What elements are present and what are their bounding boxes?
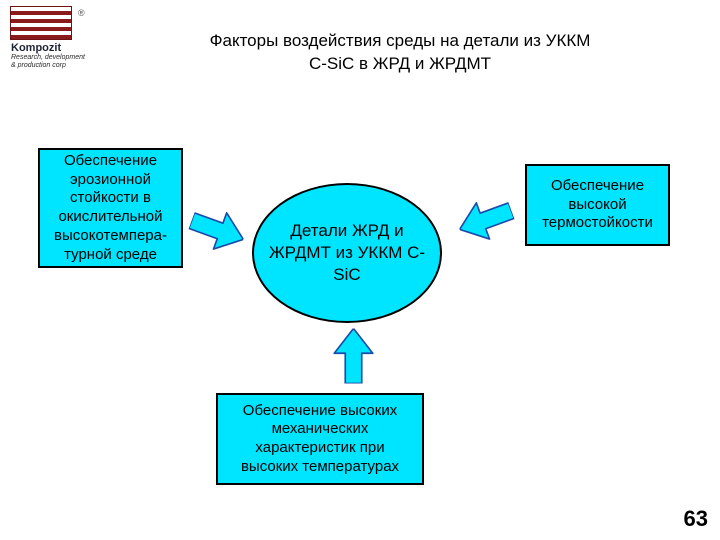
logo-brand-text: Kompozit: [10, 42, 88, 54]
arrow-from-right: [453, 192, 518, 248]
page-title: Факторы воздействия среды на детали из У…: [120, 30, 680, 76]
title-line-1: Факторы воздействия среды на детали из У…: [210, 31, 591, 50]
center-node: Детали ЖРД и ЖРДМТ из УККМ C-SiC: [252, 183, 442, 323]
arrow-shape: [185, 203, 250, 258]
logo-tagline: Research, development & production corp: [10, 54, 88, 69]
factor-text-right: Обеспечение высокой термостойкости: [535, 177, 660, 233]
title-line-2: C-SiC в ЖРД и ЖРДМТ: [309, 54, 491, 73]
factor-box-left: Обеспечение эрозионной стойкости в окисл…: [38, 148, 183, 268]
arrow-from-bottom: [334, 329, 374, 384]
arrow-shape: [334, 329, 373, 384]
page-number: 63: [684, 506, 708, 532]
registered-mark: ®: [78, 8, 85, 18]
logo-flag: [10, 6, 72, 40]
factor-text-bottom: Обеспечение высоких механических характе…: [226, 402, 414, 477]
factor-text-left: Обеспечение эрозионной стойкости в окисл…: [48, 152, 173, 265]
center-node-text: Детали ЖРД и ЖРДМТ из УККМ C-SiC: [268, 220, 426, 286]
arrow-from-left: [185, 202, 250, 258]
arrow-shape: [453, 193, 518, 248]
kompozit-logo: ® Kompozit Research, development & produ…: [10, 6, 88, 66]
factor-box-right: Обеспечение высокой термостойкости: [525, 164, 670, 246]
factor-box-bottom: Обеспечение высоких механических характе…: [216, 393, 424, 485]
